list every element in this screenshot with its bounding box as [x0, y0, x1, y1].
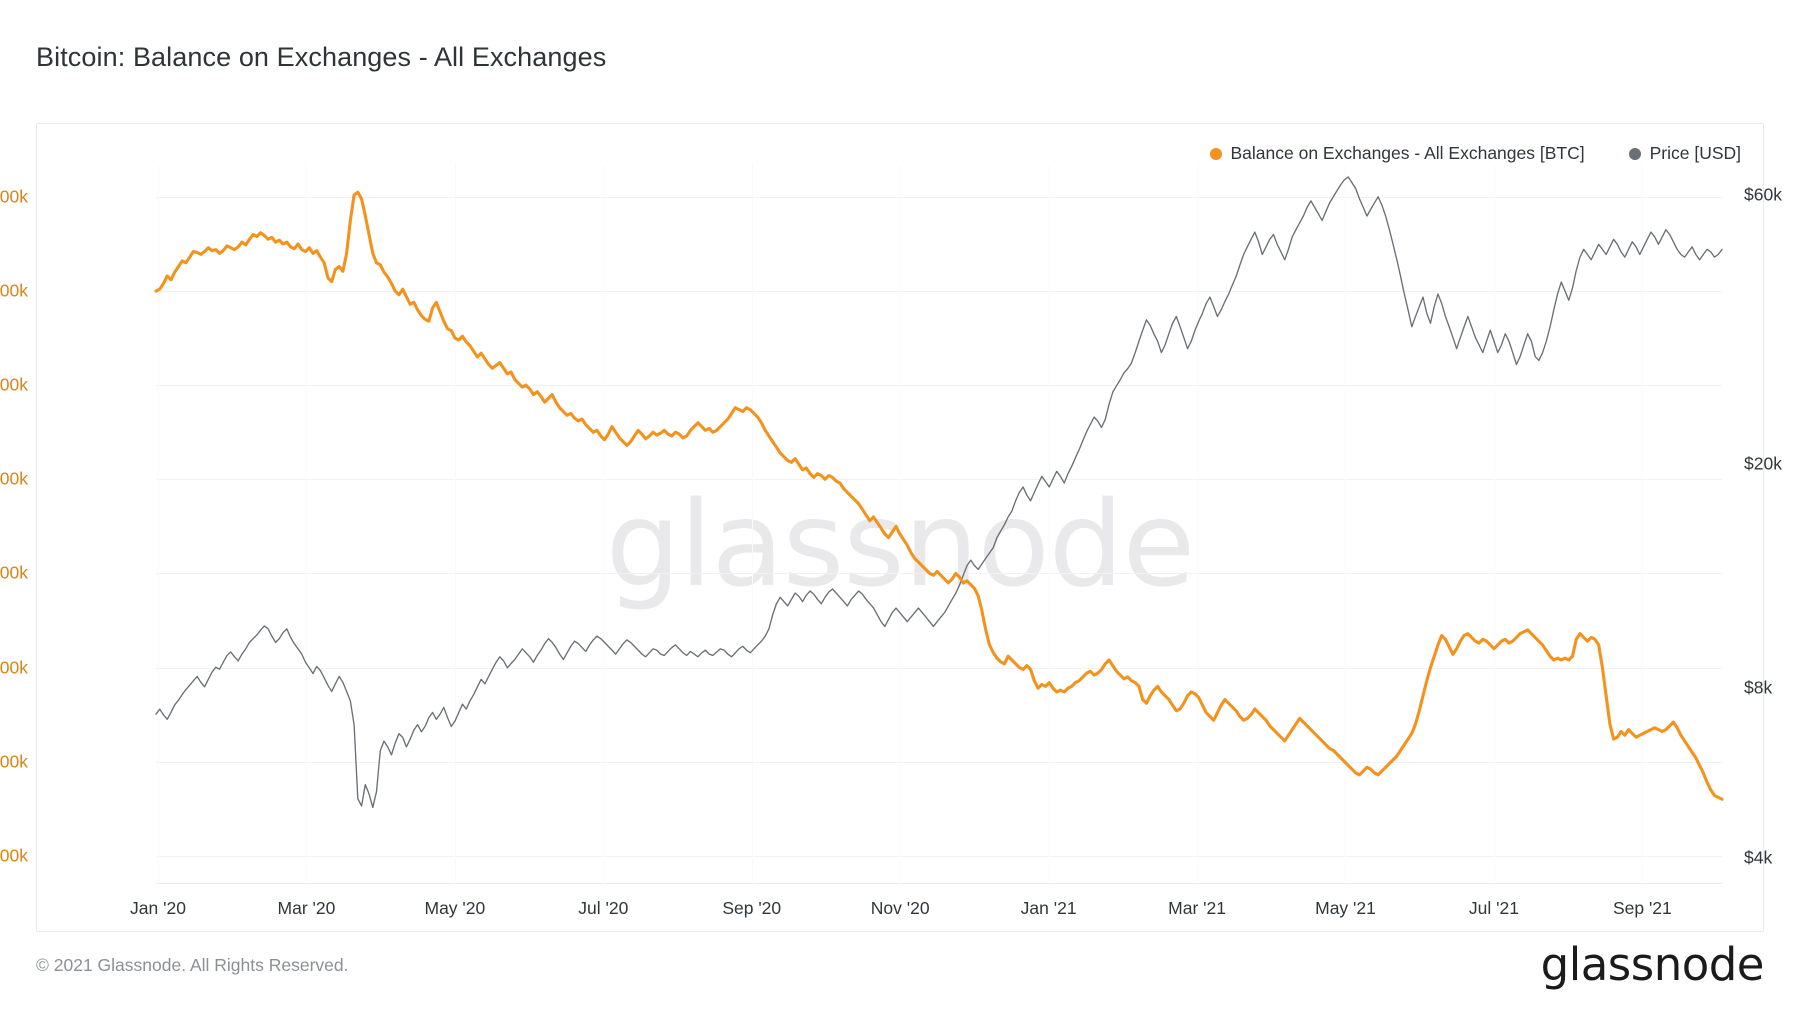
legend-item-price[interactable]: Price [USD] [1628, 143, 1741, 164]
series-container [154, 176, 1724, 809]
x-tick: Mar '21 [1168, 898, 1226, 918]
copyright-text: © 2021 Glassnode. All Rights Reserved. [36, 955, 349, 975]
y-tick-left: 2 700k [0, 562, 28, 583]
balance-btc-line [154, 190, 1724, 801]
x-gridline [454, 164, 456, 884]
legend-dot-icon [1209, 147, 1222, 160]
x-tick: Sep '20 [722, 898, 782, 918]
x-gridline [900, 164, 902, 884]
gridline [156, 667, 1722, 669]
x-axis: Jan '20 Mar '20 May '20 Jul '20 Sep '20 Nov '… [130, 164, 1722, 918]
x-gridline [751, 164, 753, 884]
y-tick-left: 3 000k [0, 280, 28, 301]
gridline [156, 479, 1722, 481]
chart-legend: Balance on Exchanges - All Exchanges [BT… [1209, 143, 1741, 164]
x-gridline [1493, 164, 1495, 884]
y-axis-right: $60k $20k $8k $4k [156, 164, 1782, 884]
page-title: Bitcoin: Balance on Exchanges - All Exch… [36, 42, 607, 72]
gridline [156, 196, 1722, 198]
x-gridline [1642, 164, 1644, 884]
y-tick-right: $20k [1744, 453, 1782, 474]
gridline [156, 761, 1722, 763]
y-tick-right: $60k [1744, 184, 1782, 205]
y-axis-left: 3 100k 3 000k 2 900k 2 800k 2 700k 2 600k 2 50… [0, 164, 1722, 884]
x-tick: May '20 [424, 898, 486, 918]
x-tick: Jul '21 [1468, 898, 1519, 918]
x-tick: Jan '21 [1020, 898, 1077, 918]
y-tick-left: 2 500k [0, 751, 28, 772]
legend-label-balance: Balance on Exchanges - All Exchanges [BT… [1230, 143, 1585, 163]
x-tick: Jan '20 [130, 898, 186, 918]
x-tick: May '21 [1315, 898, 1376, 918]
x-tick: Nov '20 [870, 898, 930, 918]
y-tick-right: $4k [1744, 847, 1773, 868]
x-gridline [306, 164, 308, 884]
x-tick: Sep '21 [1612, 898, 1672, 918]
gridline [156, 855, 1722, 857]
x-gridline [1345, 164, 1347, 884]
legend-label-price: Price [USD] [1649, 143, 1741, 163]
y-tick-left: 2 600k [0, 657, 28, 678]
y-tick-right: $8k [1744, 677, 1773, 698]
chart-card: Balance on Exchanges - All Exchanges [BT… [0, 123, 1782, 932]
gridline [156, 385, 1722, 387]
x-gridline [158, 164, 159, 884]
legend-item-balance[interactable]: Balance on Exchanges - All Exchanges [BT… [1209, 143, 1585, 164]
y-tick-left: 2 800k [0, 468, 28, 489]
y-tick-left: 3 100k [0, 186, 28, 207]
x-tick: Mar '20 [277, 898, 336, 918]
glassnode-logo: glassnode [1540, 938, 1765, 991]
legend-dot-icon [1628, 147, 1641, 160]
x-gridline [1048, 164, 1050, 884]
x-gridline [1197, 164, 1199, 884]
y-tick-left: 2 400k [0, 845, 28, 866]
y-tick-left: 2 900k [0, 374, 28, 395]
x-axis-line [156, 883, 1722, 884]
price-usd-line [155, 176, 1723, 809]
gridline [156, 291, 1722, 293]
plot-area: 3 100k 3 000k 2 900k 2 800k 2 700k 2 600k 2 50… [0, 164, 1782, 918]
x-tick: Jul '20 [578, 898, 629, 918]
x-gridline [603, 164, 605, 884]
